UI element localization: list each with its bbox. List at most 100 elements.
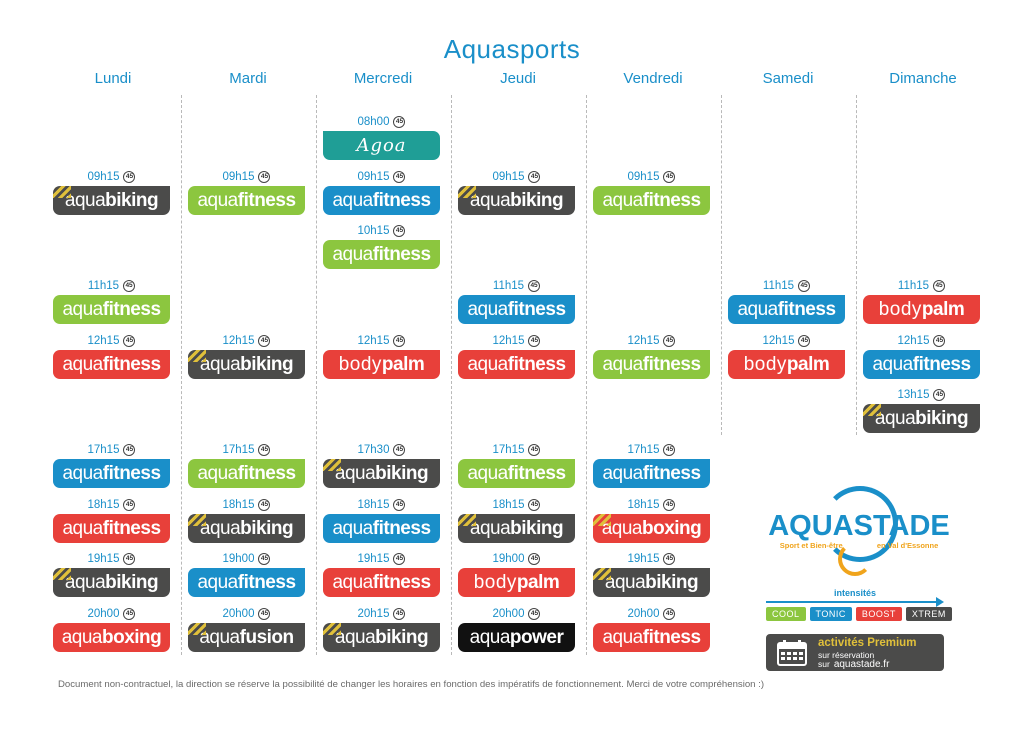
class-name-part1: aqua	[332, 243, 373, 265]
class-name-part2: biking	[105, 189, 159, 211]
class-badge: aqua fitness	[593, 350, 710, 379]
class-time: 18h15 45	[188, 496, 305, 513]
class-name-part2: fitness	[372, 243, 431, 265]
class-name-part1: aqua	[62, 517, 103, 539]
class-time: 12h15 45	[53, 332, 170, 349]
class-badge: aqua biking	[323, 623, 440, 652]
class-name-part2: palm	[381, 353, 425, 375]
class-name-part2: biking	[240, 353, 294, 375]
logo-text: AQUASTADE	[768, 510, 950, 542]
class-name-part1: body	[878, 298, 922, 320]
class-badge: aqua fitness	[53, 514, 170, 543]
class-badge: aqua fitness	[323, 186, 440, 215]
class-name-part1: aqua	[199, 353, 241, 375]
class-badge: aqua fitness	[323, 514, 440, 543]
class-time: 09h15 45	[188, 168, 305, 185]
class-slot: 09h15 45 aqua fitness	[323, 168, 440, 215]
class-name-part2: fitness	[372, 189, 431, 211]
duration-45-icon: 45	[393, 224, 406, 237]
column-divider	[721, 95, 722, 435]
class-name-part2: fitness	[102, 298, 161, 320]
duration-45-icon: 45	[933, 388, 946, 401]
class-slot: 09h15 45 aqua biking	[53, 168, 170, 215]
class-time-label: 18h15	[357, 498, 390, 511]
class-time-label: 18h15	[627, 498, 660, 511]
class-time-label: 08h00	[357, 115, 390, 128]
class-badge: aqua fitness	[458, 350, 575, 379]
class-time: 18h15 45	[323, 496, 440, 513]
duration-45-icon: 45	[663, 498, 676, 511]
class-slot: 18h15 45 aqua fitness	[53, 496, 170, 543]
duration-45-icon: 45	[663, 334, 676, 347]
class-time-label: 20h00	[627, 607, 660, 620]
class-name-part2: biking	[510, 517, 564, 539]
duration-45-icon: 45	[258, 443, 271, 456]
class-name-part2: fitness	[102, 462, 161, 484]
class-time-label: 12h15	[222, 334, 255, 347]
day-header-samedi: Samedi	[762, 70, 814, 87]
duration-45-icon: 45	[258, 334, 271, 347]
class-name-part2: fitness	[102, 517, 161, 539]
duration-45-icon: 45	[528, 279, 541, 292]
class-badge: aqua fitness	[53, 350, 170, 379]
class-badge: aqua biking	[188, 350, 305, 379]
day-header-dimanche: Dimanche	[889, 70, 957, 87]
class-time: 12h15 45	[863, 332, 980, 349]
class-slot: 11h15 45 aqua fitness	[728, 277, 845, 324]
intensity-boost: BOOST	[855, 607, 902, 621]
column-divider	[856, 95, 857, 435]
class-time-label: 18h15	[492, 498, 525, 511]
class-time: 12h15 45	[188, 332, 305, 349]
class-name-part1: aqua	[467, 353, 508, 375]
class-time: 12h15 45	[593, 332, 710, 349]
class-slot: 11h15 45 aqua fitness	[458, 277, 575, 324]
class-name-part1: body	[338, 353, 382, 375]
class-name-part1: aqua	[469, 626, 511, 648]
class-time: 19h15 45	[53, 550, 170, 567]
premium-url-link[interactable]: aquastade.fr	[833, 659, 890, 670]
class-name-part1: body	[743, 353, 787, 375]
class-badge: aqua fitness	[593, 623, 710, 652]
premium-stripes-icon	[593, 568, 611, 580]
intensity-arrow	[766, 601, 938, 603]
class-slot: 18h15 45 aqua biking	[188, 496, 305, 543]
class-name-part1: aqua	[197, 571, 238, 593]
class-slot: 19h15 45 aqua fitness	[323, 550, 440, 597]
duration-45-icon: 45	[663, 552, 676, 565]
class-badge: aqua biking	[863, 404, 980, 433]
class-badge: aqua fitness	[863, 350, 980, 379]
class-time: 19h15 45	[593, 550, 710, 567]
class-name-part2: power	[509, 626, 564, 648]
class-time-label: 17h15	[627, 443, 660, 456]
premium-link-line: sur aquastade.fr	[818, 659, 889, 670]
intensity-tonic: TONIC	[809, 607, 852, 621]
premium-title: activités Premium	[818, 637, 917, 649]
class-time-label: 20h00	[492, 607, 525, 620]
class-name-part2: biking	[240, 517, 294, 539]
duration-45-icon: 45	[933, 334, 946, 347]
class-time-label: 19h00	[492, 552, 525, 565]
class-slot: 12h15 45 aqua fitness	[593, 332, 710, 379]
class-name-part1: body	[473, 571, 517, 593]
class-badge: aqua fitness	[323, 240, 440, 269]
page-title: Aquasports	[443, 34, 581, 64]
class-slot: 09h15 45 aqua fitness	[593, 168, 710, 215]
class-time: 12h15 45	[323, 332, 440, 349]
class-slot: 11h15 45 aqua fitness	[53, 277, 170, 324]
class-slot: 12h15 45 aqua fitness	[53, 332, 170, 379]
class-time: 19h00 45	[188, 550, 305, 567]
class-badge: aqua fitness	[53, 295, 170, 324]
duration-45-icon: 45	[123, 170, 136, 183]
duration-45-icon: 45	[123, 498, 136, 511]
premium-stripes-icon	[593, 514, 611, 526]
duration-45-icon: 45	[393, 498, 406, 511]
class-slot: 17h15 45 aqua fitness	[458, 441, 575, 488]
calendar-icon	[776, 639, 808, 667]
class-name-part1: aqua	[467, 462, 508, 484]
class-name-part2: boxing	[642, 517, 702, 539]
duration-45-icon: 45	[798, 279, 811, 292]
duration-45-icon: 45	[123, 279, 136, 292]
class-slot: 17h15 45 aqua fitness	[53, 441, 170, 488]
class-slot: 12h15 45 aqua biking	[188, 332, 305, 379]
duration-45-icon: 45	[258, 170, 271, 183]
